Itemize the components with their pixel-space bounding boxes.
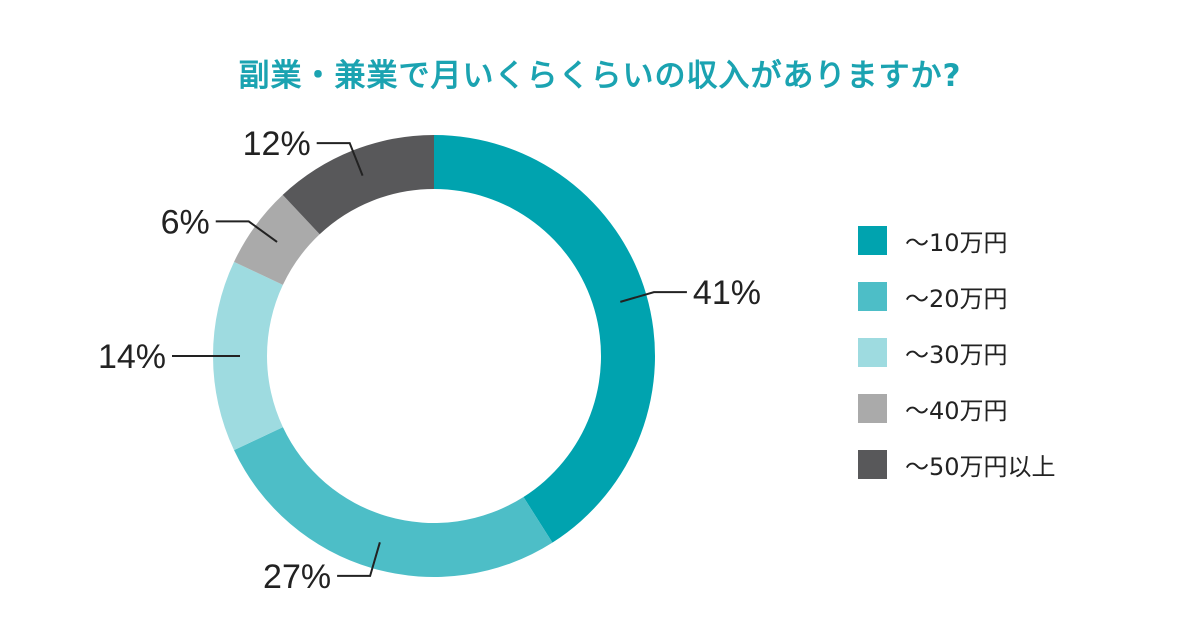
value-label-1: 27% <box>263 558 331 596</box>
legend-label-1: ～20万円 <box>905 285 1008 313</box>
donut-slice-1 <box>234 427 553 578</box>
donut-slice-0 <box>434 135 656 543</box>
leader-line-3 <box>215 220 278 243</box>
value-label-4: 12% <box>243 125 311 163</box>
legend-label-3: ～40万円 <box>905 397 1008 425</box>
donut-slice-3 <box>234 194 320 285</box>
legend-swatch-0 <box>858 226 887 255</box>
chart-title: 副業・兼業で月いくらくらいの収入がありますか? <box>238 58 962 94</box>
legend-swatch-3 <box>858 394 887 423</box>
value-label-3: 6% <box>161 203 210 241</box>
legend: ～10万円 ～20万円 ～30万円 ～40万円 ～50万円以上 <box>858 226 1056 506</box>
leader-line-0 <box>620 291 687 303</box>
legend-swatch-4 <box>858 450 887 479</box>
legend-item-3: ～40万円 <box>858 394 1056 425</box>
legend-label-4: ～50万円以上 <box>905 453 1056 481</box>
legend-label-2: ～30万円 <box>905 341 1008 369</box>
donut-slice-4 <box>282 135 434 235</box>
legend-item-1: ～20万円 <box>858 282 1056 313</box>
legend-item-0: ～10万円 <box>858 226 1056 257</box>
legend-item-2: ～30万円 <box>858 338 1056 369</box>
value-label-0: 41% <box>693 274 761 312</box>
legend-item-4: ～50万円以上 <box>858 450 1056 481</box>
legend-swatch-1 <box>858 282 887 311</box>
legend-swatch-2 <box>858 338 887 367</box>
leader-line-1 <box>337 542 381 577</box>
leader-line-4 <box>316 142 364 176</box>
value-label-2: 14% <box>98 338 166 376</box>
legend-label-0: ～10万円 <box>905 229 1008 257</box>
donut-slice-2 <box>213 261 283 451</box>
